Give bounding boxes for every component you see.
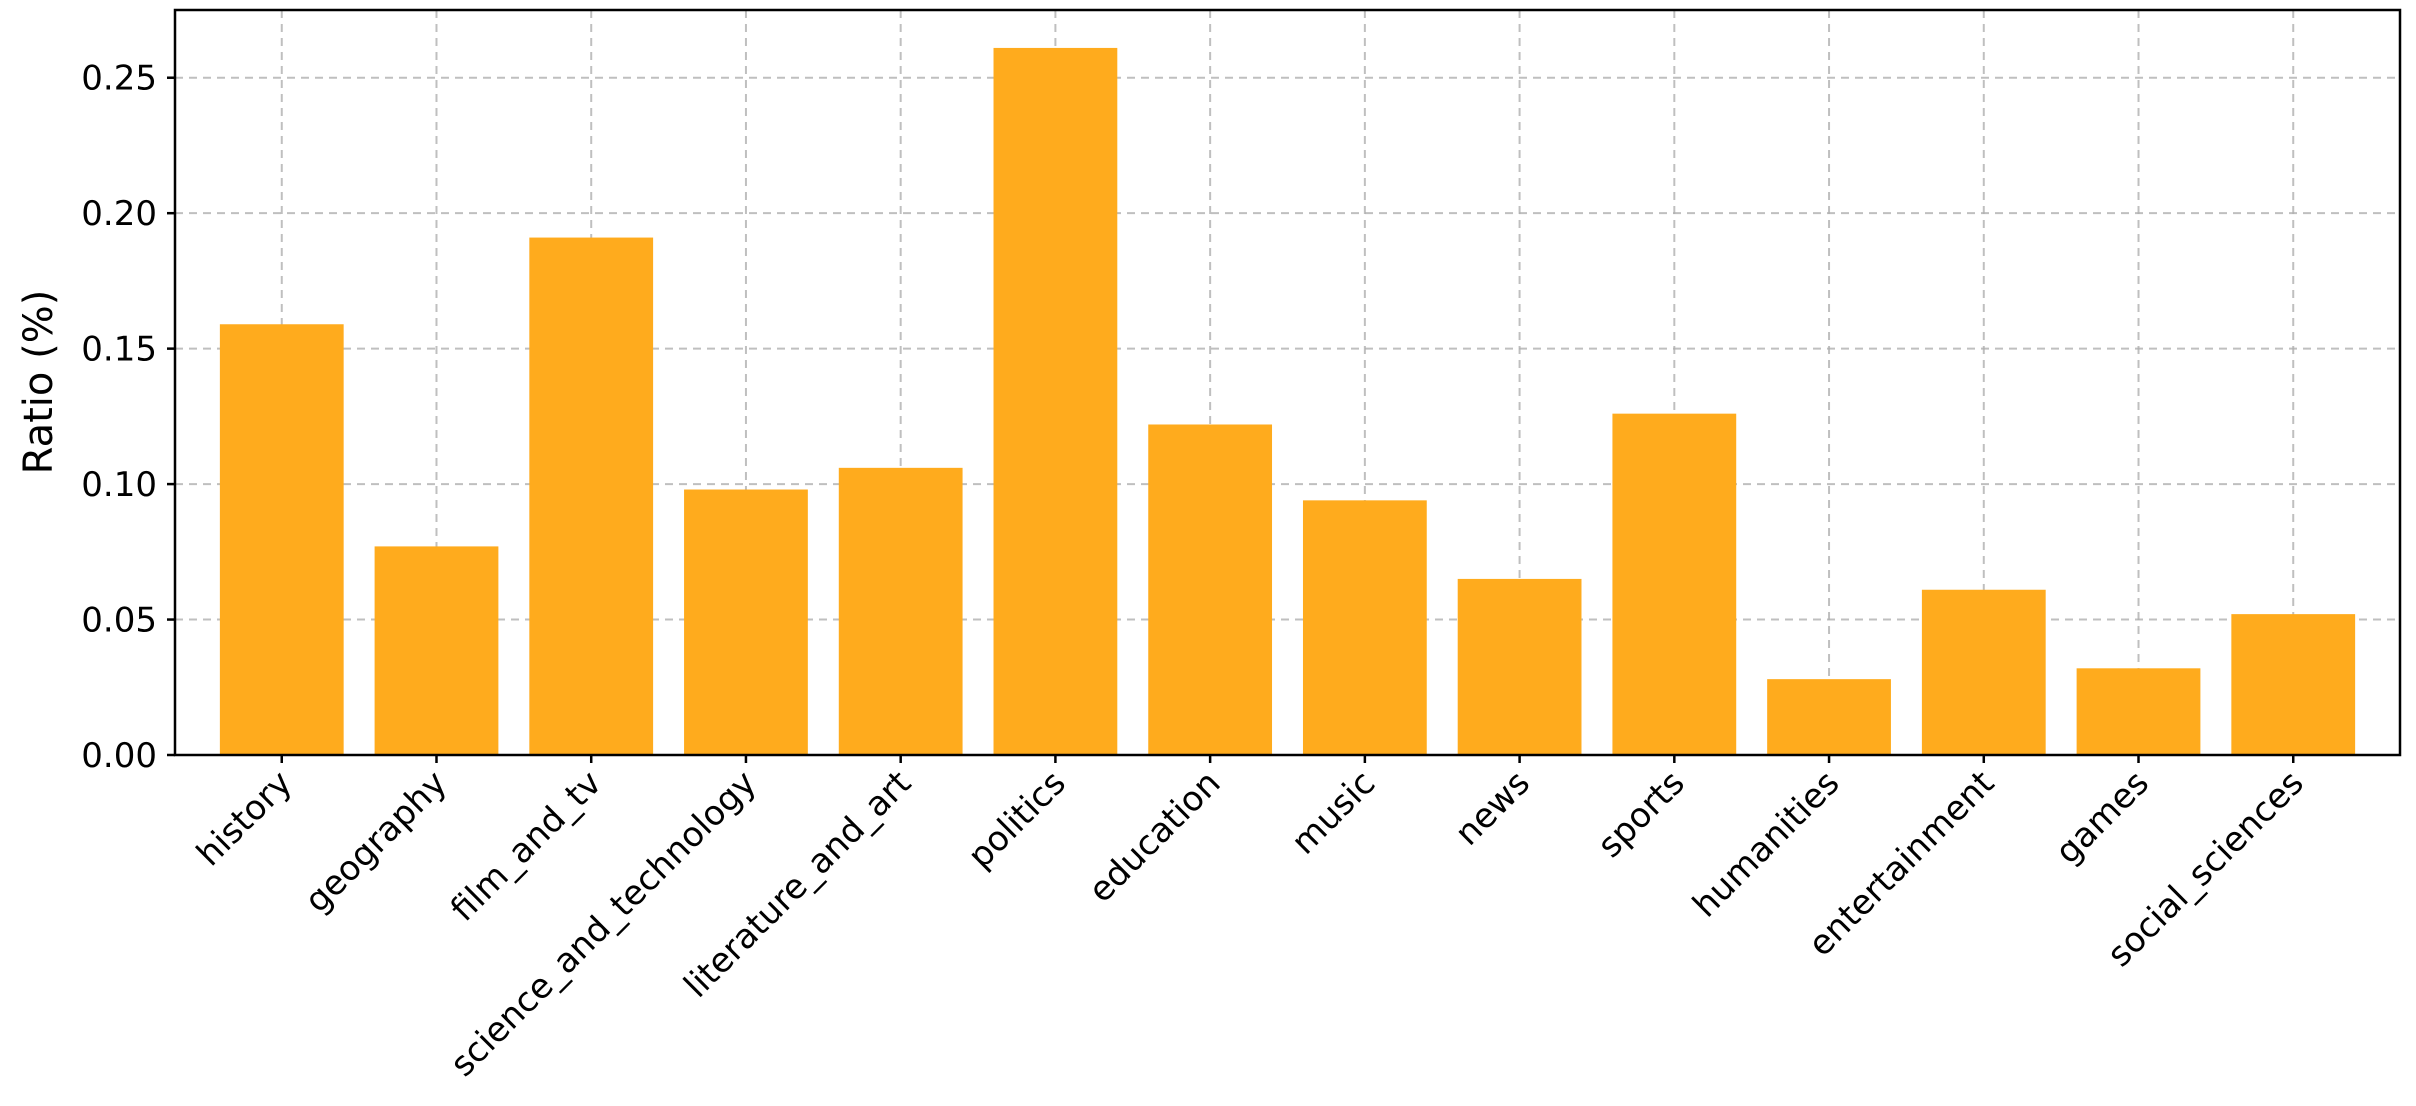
y-tick-label: 0.20 [81, 194, 157, 234]
bar-humanities [1767, 679, 1891, 755]
bar-games [2076, 668, 2201, 755]
x-tick-label: humanities [1685, 763, 1847, 925]
x-tick-label: sports [1590, 763, 1693, 866]
y-tick-label: 0.10 [81, 465, 157, 505]
bar-geography [374, 546, 499, 755]
y-tick-label: 0.25 [81, 59, 157, 99]
bar-music [1302, 500, 1427, 755]
bar-literature-and-art [838, 467, 963, 755]
grid-lines [175, 10, 2400, 756]
bar-education [1148, 424, 1273, 755]
bar-politics [993, 47, 1118, 756]
x-tick-label: games [2048, 763, 2157, 872]
x-axis: historygeographyfilm_and_tvscience_and_t… [189, 755, 2312, 1085]
plot-frame [173, 8, 2402, 757]
x-tick-label: history [189, 763, 300, 874]
x-tick-label: geography [297, 763, 455, 921]
y-axis: 0.00 0.05 0.10 0.15 0.20 0.25 [81, 59, 175, 776]
y-axis-label: Ratio (%) [16, 290, 62, 475]
bars [219, 47, 2356, 756]
bar-social-sciences [2231, 614, 2356, 755]
bar-sports [1612, 413, 1737, 755]
y-tick-label: 0.15 [81, 330, 157, 370]
x-tick-label: politics [960, 763, 1073, 876]
x-tick-label: news [1447, 763, 1538, 854]
x-tick-label: music [1284, 763, 1383, 862]
bar-science-and-technology [684, 489, 808, 755]
y-tick-label: 0.00 [81, 736, 157, 776]
y-tick-label: 0.05 [81, 601, 157, 641]
bar-news [1457, 578, 1582, 755]
bar-entertainment [1921, 589, 2046, 755]
bar-film-and-tv [529, 237, 654, 756]
x-tick-label: science_and_technology [443, 763, 765, 1085]
x-tick-label: education [1081, 763, 1229, 911]
x-tick-label: film_and_tv [443, 763, 609, 929]
bar-history [219, 324, 344, 755]
